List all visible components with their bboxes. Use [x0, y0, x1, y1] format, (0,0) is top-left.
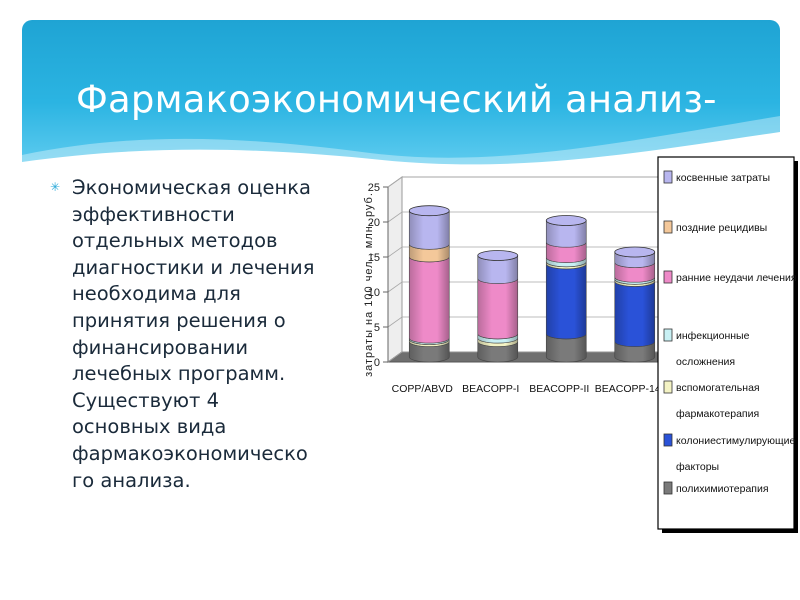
- legend-label: колониестимулирующие факторы: [676, 435, 796, 473]
- legend-swatch: [663, 220, 673, 234]
- chart-side-wall: [387, 176, 403, 363]
- y-axis-label: затраты на 100 чел., млн. руб.: [363, 192, 375, 377]
- y-tick-label: 0: [374, 357, 380, 369]
- y-tick-label: 15: [368, 252, 380, 264]
- legend-label: вспомогательная фармакотерапия: [676, 382, 760, 420]
- legend-label: полихимиотерапия: [676, 483, 769, 495]
- legend-swatch: [663, 328, 673, 342]
- y-tick-label: 10: [368, 287, 380, 299]
- x-tick-label: BEACOPP-I: [462, 383, 519, 395]
- legend-label: косвенные затраты: [676, 172, 770, 184]
- bar-top-cap: [545, 215, 587, 226]
- gridline: [387, 176, 676, 188]
- gridline: [387, 211, 676, 223]
- legend-label: инфекционные осложнения: [676, 330, 750, 368]
- bar-segment: [408, 210, 450, 250]
- bar-segment: [408, 256, 450, 344]
- legend-swatch: [663, 481, 673, 495]
- asterisk-icon: ✳: [50, 180, 61, 194]
- y-tick-label: 20: [368, 217, 380, 229]
- legend-swatch: [663, 380, 673, 394]
- bar-top-cap: [477, 250, 519, 261]
- x-tick-label: COPP/ABVD: [392, 383, 454, 395]
- legend-swatch: [663, 270, 673, 284]
- title-banner: Фармакоэкономический анализ-: [22, 20, 780, 170]
- legend-swatch: [663, 433, 673, 447]
- y-tick-label: 25: [368, 182, 380, 194]
- bullet-text: Экономическая оценка эффективности отдел…: [72, 176, 315, 492]
- x-tick-label: BEACOPP-14: [595, 383, 661, 395]
- bar-segment: [477, 278, 519, 340]
- bar-top-cap: [408, 205, 450, 217]
- y-tick-label: 5: [374, 322, 380, 334]
- legend-label: ранние неудачи лечения: [676, 272, 797, 284]
- slide-title: Фармакоэкономический анализ-: [76, 78, 717, 121]
- legend-swatch: [663, 170, 673, 184]
- legend-label: поздние рецидивы: [676, 222, 767, 234]
- bar-top-cap: [614, 246, 656, 258]
- legend-box: [657, 156, 795, 530]
- x-tick-label: BEACOPP-II: [529, 383, 589, 395]
- banner-wave-decoration: [22, 116, 780, 170]
- bar-segment: [545, 263, 587, 340]
- bar-segment: [614, 281, 656, 347]
